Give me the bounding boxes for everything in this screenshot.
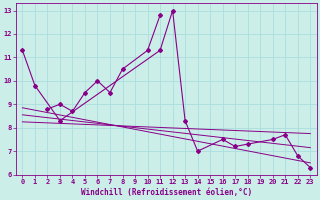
X-axis label: Windchill (Refroidissement éolien,°C): Windchill (Refroidissement éolien,°C) [81, 188, 252, 197]
